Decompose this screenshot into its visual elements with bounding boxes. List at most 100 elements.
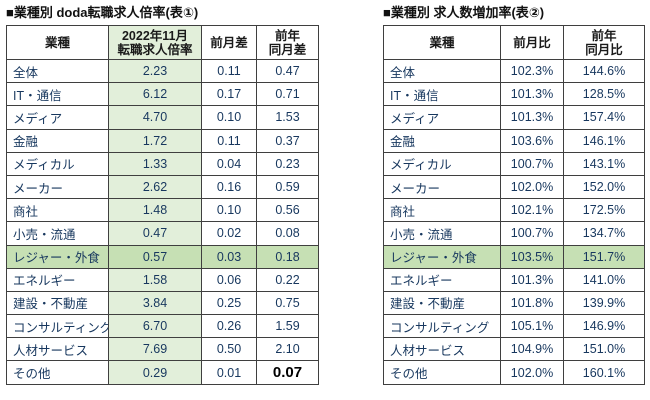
table-row: レジャー・外食 103.5% 151.7% [383,244,645,269]
industry-cell: メーカー [6,174,109,200]
industry-cell: エネルギー [6,267,109,292]
value-cell: 103.6% [500,128,564,153]
industry-cell: 建設・不動産 [6,290,109,316]
industry-cell: メーカー [383,174,501,200]
table-row: その他 102.0% 160.1% [383,360,645,385]
industry-cell: レジャー・外食 [6,244,109,269]
table-row: 建設・不動産 3.84 0.25 0.75 [6,290,319,316]
value-cell: 152.0% [563,174,645,200]
value-cell: 2.10 [256,337,319,362]
value-cell: 101.8% [500,290,564,316]
table-row: 人材サービス 104.9% 151.0% [383,337,645,362]
value-cell: 0.71 [256,82,319,107]
value-cell: 0.08 [256,221,319,246]
table-body: 全体 102.3% 144.6% IT・通信 101.3% 128.5% メディア 101.3… [383,58,645,385]
value-cell: 0.50 [201,337,257,362]
value-cell: 4.70 [108,105,202,130]
table-row: メーカー 2.62 0.16 0.59 [6,174,319,200]
industry-cell: その他 [383,360,501,385]
value-cell: 102.3% [500,58,564,84]
header-row: 業種 2022年11月 転職求人倍率 前月差 前年 同月差 [6,25,319,60]
table-row: メディア 101.3% 157.4% [383,105,645,130]
table-row: 人材サービス 7.69 0.50 2.10 [6,337,319,362]
table-row: メーカー 102.0% 152.0% [383,174,645,200]
value-cell: 143.1% [563,151,645,176]
table-row: IT・通信 6.12 0.17 0.71 [6,82,319,107]
value-cell: 151.7% [563,244,645,269]
table-row: 商社 1.48 0.10 0.56 [6,198,319,223]
value-cell: 0.11 [201,58,257,84]
industry-cell: 小売・流通 [6,221,109,246]
value-cell: 0.16 [201,174,257,200]
table-row: 商社 102.1% 172.5% [383,198,645,223]
table-row: コンサルティング 105.1% 146.9% [383,314,645,339]
value-cell: 0.04 [201,151,257,176]
industry-cell: 建設・不動産 [383,290,501,316]
table-row: エネルギー 101.3% 141.0% [383,267,645,292]
table-row: 全体 2.23 0.11 0.47 [6,58,319,84]
value-cell: 2.62 [108,174,202,200]
value-cell: 139.9% [563,290,645,316]
industry-cell: コンサルティング [383,314,501,339]
table-body: 全体 2.23 0.11 0.47 IT・通信 6.12 0.17 0.71 メディア 4.70 0… [6,58,319,385]
value-cell: 6.12 [108,82,202,107]
value-cell: 0.10 [201,198,257,223]
value-cell: 0.37 [256,128,319,153]
value-cell: 1.59 [256,314,319,339]
value-cell: 151.0% [563,337,645,362]
value-cell: 0.23 [256,151,319,176]
value-cell: 0.02 [201,221,257,246]
industry-cell: 小売・流通 [383,221,501,246]
value-cell: 0.03 [201,244,257,269]
value-cell: 102.0% [500,174,564,200]
job-openings-growth-table-block: ■業種別 求人数増加率(表②) 業種 前月比 前年 同月比 全体 102.3% 14… [383,5,645,385]
value-cell: 0.47 [256,58,319,84]
industry-cell: 商社 [6,198,109,223]
value-cell: 0.10 [201,105,257,130]
table-row: 全体 102.3% 144.6% [383,58,645,84]
header-row: 業種 前月比 前年 同月比 [383,25,645,60]
job-openings-ratio-table: 業種 2022年11月 転職求人倍率 前月差 前年 同月差 全体 2.23 0.11… [6,25,319,385]
header-industry: 業種 [6,25,109,60]
table-row: 建設・不動産 101.8% 139.9% [383,290,645,316]
industry-cell: 金融 [6,128,109,153]
value-cell: 0.22 [256,267,319,292]
table-row: メディカル 100.7% 143.1% [383,151,645,176]
industry-cell: メディア [383,105,501,130]
value-cell: 0.75 [256,290,319,316]
industry-cell: 金融 [383,128,501,153]
value-cell: 157.4% [563,105,645,130]
value-cell: 134.7% [563,221,645,246]
industry-cell: IT・通信 [383,82,501,107]
value-cell: 0.11 [201,128,257,153]
value-cell: 146.1% [563,128,645,153]
value-cell: 1.58 [108,267,202,292]
industry-cell: 人材サービス [6,337,109,362]
industry-cell: 全体 [6,58,109,84]
industry-cell: その他 [6,360,109,385]
value-cell: 6.70 [108,314,202,339]
value-cell: 0.01 [201,360,257,385]
value-cell: 3.84 [108,290,202,316]
industry-cell: 人材サービス [383,337,501,362]
value-cell: 102.1% [500,198,564,223]
table1-title: ■業種別 doda転職求人倍率(表①) [6,5,199,20]
header-yoy-ratio: 前年 同月比 [563,25,645,60]
industry-cell: 全体 [383,58,501,84]
value-cell: 101.3% [500,105,564,130]
value-cell: 0.57 [108,244,202,269]
table-row: 金融 103.6% 146.1% [383,128,645,153]
table-row: 金融 1.72 0.11 0.37 [6,128,319,153]
job-openings-growth-table: 業種 前月比 前年 同月比 全体 102.3% 144.6% IT・通信 101.3% 1… [383,25,645,385]
value-cell: 0.06 [201,267,257,292]
value-cell: 128.5% [563,82,645,107]
value-cell: 102.0% [500,360,564,385]
job-openings-ratio-table-block: ■業種別 doda転職求人倍率(表①) 業種 2022年11月 転職求人倍率 前… [6,5,319,385]
value-cell: 1.53 [256,105,319,130]
value-cell: 141.0% [563,267,645,292]
value-cell: 0.07 [256,360,319,385]
table-row: メディカル 1.33 0.04 0.23 [6,151,319,176]
header-industry: 業種 [383,25,501,60]
industry-cell: メディア [6,105,109,130]
